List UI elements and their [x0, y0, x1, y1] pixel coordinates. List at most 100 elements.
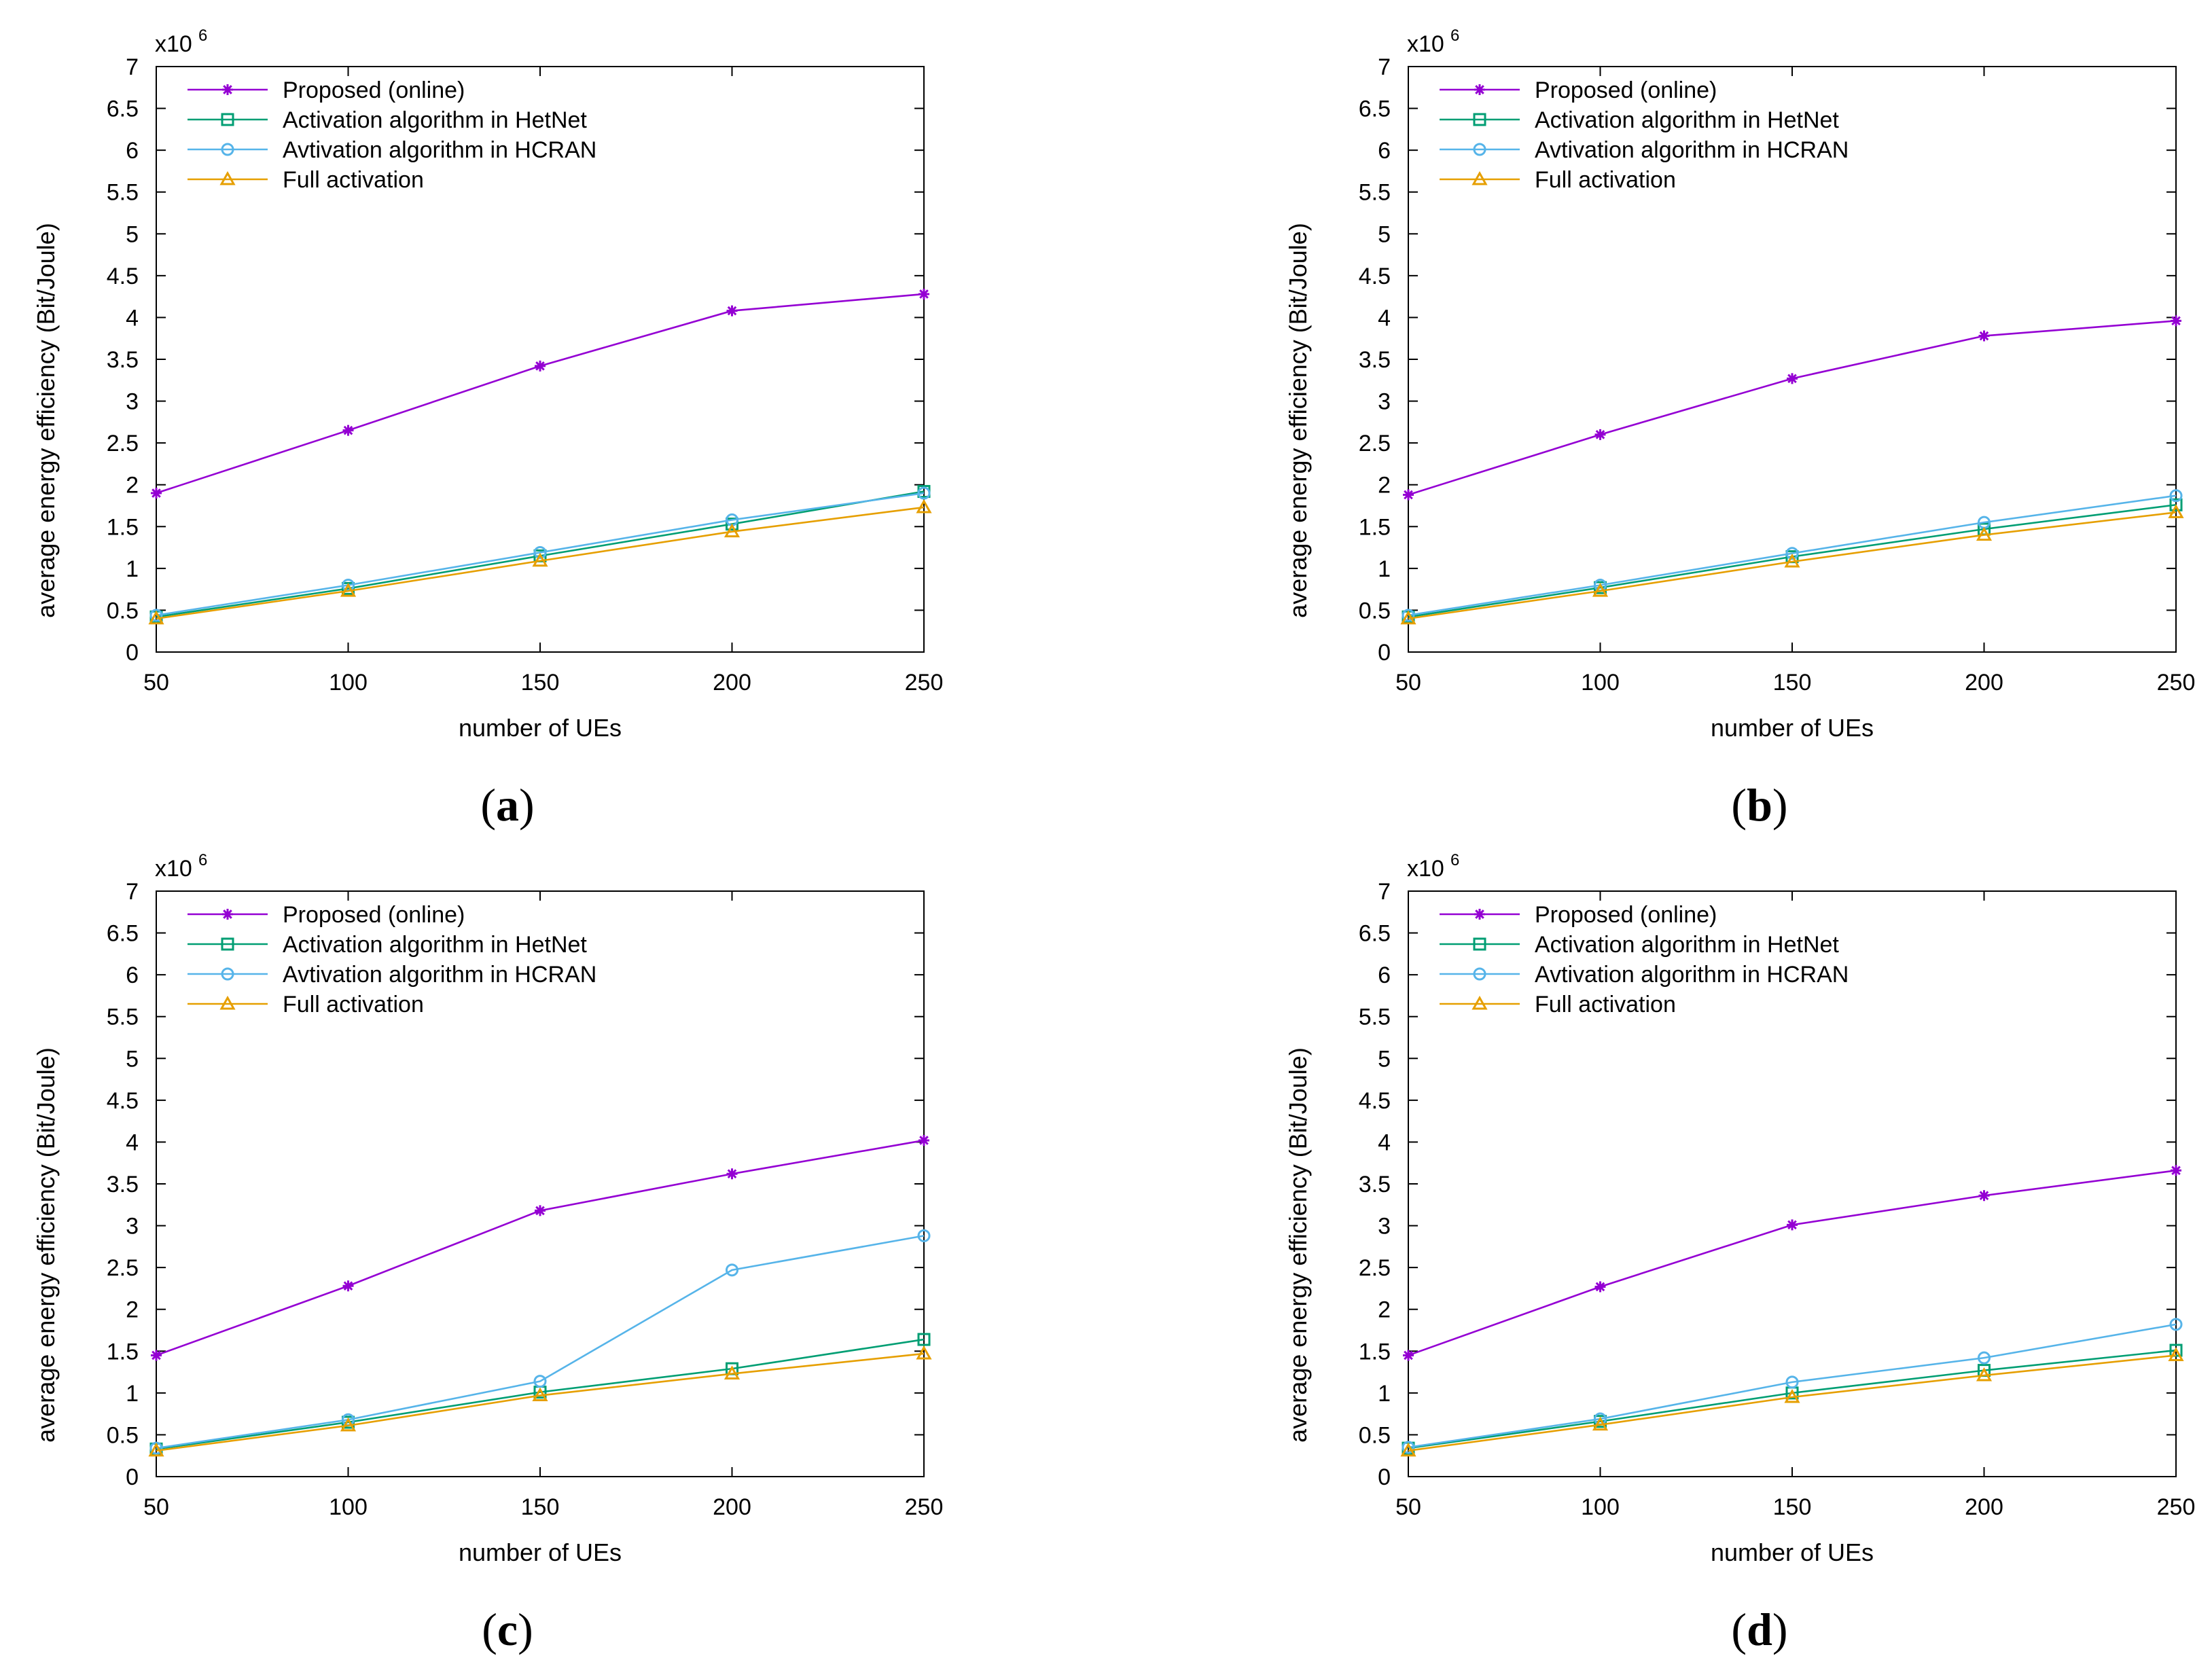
- chart-panel-c: 0 0.5 1 1.5 2 2.5 3 3.5 4 4.5 5 5.5 6 6.5 7 50 100 150 200…: [32, 851, 943, 1655]
- data-point-marker: [148, 1442, 164, 1457]
- series-line: [156, 1338, 925, 1450]
- y-tick-label: 1: [1378, 1381, 1391, 1407]
- data-point-marker: [1400, 610, 1416, 625]
- data-point-marker: [151, 488, 162, 499]
- data-point-marker: [1784, 1388, 1800, 1403]
- series-proposed-online: [151, 1134, 929, 1361]
- legend-marker: [1474, 84, 1485, 95]
- data-point-marker: [1784, 553, 1800, 568]
- data-point-marker: [917, 1333, 931, 1346]
- legend-label: Activation algorithm in HetNet: [1535, 107, 1839, 133]
- legend-label: Proposed (online): [1535, 77, 1717, 103]
- series-full-activation: [148, 499, 932, 625]
- caption-open: (: [1731, 779, 1747, 831]
- legend-label: Avtivation algorithm in HCRAN: [283, 137, 596, 163]
- data-point-marker: [724, 523, 741, 538]
- legend-marker: [221, 937, 234, 951]
- chart-panel-d: 0 0.5 1 1.5 2 2.5 3 3.5 4 4.5 5 5.5 6 6.5 7 50 100 150 200…: [1284, 851, 2195, 1655]
- data-point-marker: [916, 499, 932, 513]
- data-point-marker: [2168, 504, 2184, 518]
- y-tick-label: 5.5: [107, 180, 139, 206]
- data-point-marker: [1594, 429, 1606, 440]
- x-axis-label: number of UEs: [459, 1538, 622, 1566]
- panel-caption: (c): [482, 1604, 533, 1655]
- y-tick-label: 6.5: [1359, 96, 1391, 122]
- legend-label: Avtivation algorithm in HCRAN: [283, 962, 596, 988]
- y-tick-label: 7: [126, 879, 139, 905]
- caption-letter: d: [1747, 1604, 1772, 1655]
- series-full-activation: [148, 1345, 932, 1457]
- data-point-marker: [340, 583, 357, 597]
- data-point-marker: [1402, 609, 1415, 622]
- scale-base-label: x10: [155, 856, 192, 882]
- legend-marker: [1471, 170, 1488, 185]
- data-point-marker: [1978, 330, 1990, 342]
- y-tick-label: 1.5: [1359, 514, 1391, 540]
- data-point-marker: [917, 486, 931, 500]
- y-tick-label: 0.5: [107, 598, 139, 624]
- x-tick-label: 250: [905, 670, 944, 696]
- y-tick-label: 6: [1378, 138, 1391, 164]
- caption-letter: b: [1747, 779, 1772, 831]
- x-axis-label: number of UEs: [1711, 1538, 1874, 1566]
- legend-marker: [1474, 909, 1485, 920]
- series-avtivation-algorithm-in-hcran: [149, 486, 931, 622]
- data-point-marker: [342, 425, 354, 436]
- data-point-marker: [532, 552, 548, 567]
- chart-panel-b: 0 0.5 1 1.5 2 2.5 3 3.5 4 4.5 5 5.5 6 6.5 7 50 100 150 200…: [1284, 26, 2195, 831]
- data-point-marker: [535, 360, 546, 372]
- data-point-marker: [1402, 1441, 1415, 1454]
- legend-marker: [1473, 113, 1486, 126]
- legend: Proposed (online) Activation algorithm in…: [1440, 902, 1849, 1017]
- legend-label: Full activation: [283, 992, 424, 1017]
- y-tick-label: 2: [1378, 1297, 1391, 1323]
- data-point-marker: [1978, 1190, 1990, 1202]
- data-point-marker: [1403, 489, 1414, 501]
- y-axis-label: average energy efficiency (Bit/Joule): [1284, 1047, 1312, 1443]
- series-line: [1408, 1323, 2177, 1449]
- data-point-marker: [726, 518, 738, 531]
- legend-marker: [219, 170, 236, 185]
- data-point-marker: [2169, 498, 2183, 511]
- y-tick-label: 0: [1378, 1464, 1391, 1490]
- x-tick-label: 50: [1395, 670, 1421, 696]
- data-point-marker: [1785, 1375, 1799, 1389]
- y-tick-label: 2: [126, 473, 139, 499]
- y-tick-label: 2: [1378, 473, 1391, 499]
- legend-label: Full activation: [1535, 992, 1676, 1017]
- data-point-marker: [1592, 1416, 1609, 1431]
- y-tick-label: 4: [126, 305, 139, 331]
- y-tick-label: 3: [126, 389, 139, 415]
- legend-marker: [221, 113, 234, 126]
- x-tick-label: 150: [1773, 670, 1812, 696]
- y-tick-label: 3: [126, 1214, 139, 1240]
- x-tick-label: 50: [143, 1494, 169, 1520]
- caption-letter: a: [496, 779, 519, 831]
- data-point-marker: [342, 1280, 354, 1292]
- caption-close: ): [1772, 779, 1788, 831]
- caption-letter: c: [497, 1604, 518, 1655]
- series-full-activation: [1400, 504, 2184, 625]
- x-tick-label: 200: [1965, 670, 2003, 696]
- y-tick-label: 4.5: [107, 1088, 139, 1114]
- y-tick-label: 5: [1378, 1046, 1391, 1072]
- data-point-marker: [724, 1365, 741, 1380]
- legend-label: Activation algorithm in HetNet: [283, 107, 587, 133]
- scale-exponent-label: 6: [198, 851, 207, 869]
- legend-label: Avtivation algorithm in HCRAN: [1535, 137, 1849, 163]
- y-tick-label: 1.5: [107, 1339, 139, 1365]
- scale-base-label: x10: [1407, 856, 1444, 882]
- legend: Proposed (online) Activation algorithm in…: [188, 902, 596, 1017]
- data-point-marker: [2171, 315, 2181, 327]
- series-line: [1408, 1170, 2177, 1356]
- data-point-marker: [1787, 1219, 1798, 1231]
- y-tick-label: 4.5: [1359, 1088, 1391, 1114]
- y-tick-label: 3: [1378, 389, 1391, 415]
- panel-caption: (b): [1731, 779, 1787, 831]
- data-point-marker: [726, 305, 738, 317]
- series-line: [1408, 511, 2177, 620]
- data-point-marker: [532, 1387, 548, 1402]
- y-tick-label: 0.5: [1359, 598, 1391, 624]
- data-point-marker: [533, 1375, 547, 1388]
- y-tick-label: 1.5: [107, 514, 139, 540]
